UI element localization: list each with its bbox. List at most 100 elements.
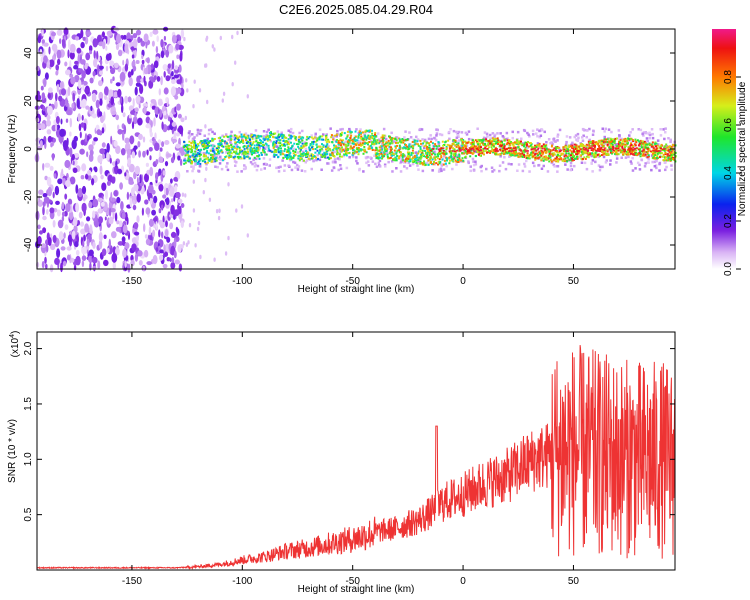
band-halo-cell — [326, 162, 329, 165]
band-cell — [213, 152, 216, 155]
band-halo-cell — [255, 157, 258, 161]
band-halo-cell — [456, 134, 460, 137]
band-halo-cell — [199, 129, 202, 132]
band-cell — [250, 134, 253, 137]
band-cell — [562, 158, 565, 161]
band-peak-cell — [430, 149, 432, 152]
band-cell — [282, 135, 285, 138]
band-cell — [246, 135, 249, 138]
band-cell — [329, 153, 332, 156]
noise-cell — [93, 50, 96, 59]
band-halo-cell — [197, 169, 200, 173]
noise-cell — [143, 223, 146, 233]
band-cell — [584, 145, 587, 147]
noise-cell — [185, 78, 188, 83]
band-cell — [463, 152, 466, 155]
band-cell — [501, 149, 504, 151]
noise-cell — [153, 217, 158, 222]
noise-cell — [68, 39, 71, 50]
band-cell — [309, 144, 312, 147]
noise-cell — [217, 215, 221, 221]
band-cell — [286, 157, 288, 160]
band-cell — [236, 145, 239, 148]
band-cell — [282, 153, 285, 156]
band-cell — [326, 153, 329, 155]
band-cell — [539, 156, 542, 159]
band-cell — [550, 153, 553, 156]
band-cell — [565, 148, 568, 151]
band-cell — [298, 154, 301, 157]
band-cell — [253, 144, 256, 147]
noise-cell — [120, 201, 124, 211]
band-cell — [345, 152, 347, 155]
band-cell — [521, 151, 524, 154]
band-halo-cell — [516, 169, 519, 172]
band-cell — [215, 152, 218, 155]
band-cell — [593, 148, 596, 151]
band-cell — [503, 139, 506, 142]
band-cell — [224, 140, 226, 143]
band-cell — [199, 153, 202, 156]
noise-cell — [102, 153, 105, 160]
band-cell — [593, 152, 596, 155]
band-cell — [665, 149, 668, 152]
noise-cell — [40, 85, 44, 91]
band-peak-cell — [631, 149, 634, 151]
noise-cell — [136, 176, 139, 184]
band-cell — [371, 132, 374, 135]
band-cell — [275, 142, 277, 145]
band-cell — [653, 148, 656, 151]
band-cell — [651, 156, 654, 159]
band-peak-cell — [659, 147, 662, 149]
band-cell — [549, 158, 552, 161]
band-cell — [414, 156, 417, 159]
band-halo-cell — [359, 128, 362, 131]
band-cell — [404, 144, 407, 146]
band-cell — [306, 151, 309, 154]
band-cell — [371, 135, 374, 138]
band-cell — [491, 140, 493, 143]
band-cell — [289, 134, 292, 137]
noise-cell — [59, 81, 64, 89]
band-halo-cell — [225, 165, 228, 168]
band-cell — [547, 154, 550, 157]
band-cell — [242, 139, 245, 142]
band-cell — [251, 152, 254, 155]
band-cell — [275, 140, 278, 143]
band-cell — [310, 136, 313, 139]
noise-cell — [178, 263, 183, 272]
band-cell — [621, 151, 624, 154]
band-cell — [288, 151, 291, 154]
band-cell — [591, 143, 594, 146]
band-cell — [226, 135, 229, 138]
band-halo-cell — [364, 136, 368, 140]
band-cell — [454, 154, 457, 157]
noise-cell — [105, 53, 111, 61]
band-halo-cell — [440, 133, 444, 137]
band-cell — [240, 149, 243, 152]
band-cell — [421, 149, 424, 152]
noise-cell — [88, 45, 93, 52]
band-cell — [304, 154, 307, 157]
band-cell — [389, 138, 392, 141]
band-cell — [666, 153, 669, 156]
noise-cell — [35, 65, 40, 72]
band-cell — [340, 133, 343, 136]
noise-cell — [227, 182, 230, 187]
band-cell — [587, 153, 590, 156]
band-cell — [300, 157, 303, 160]
noise-cell — [116, 196, 121, 204]
band-cell — [625, 138, 628, 141]
band-cell — [414, 157, 417, 160]
band-cell — [277, 151, 280, 154]
band-cell — [599, 148, 602, 151]
band-peak-cell — [467, 150, 470, 153]
band-cell — [569, 145, 572, 148]
band-cell — [343, 132, 346, 135]
band-cell — [295, 148, 297, 151]
band-cell — [190, 162, 193, 165]
band-cell — [621, 146, 624, 148]
band-cell — [573, 155, 576, 157]
band-cell — [293, 154, 295, 157]
band-halo-cell — [633, 145, 637, 148]
